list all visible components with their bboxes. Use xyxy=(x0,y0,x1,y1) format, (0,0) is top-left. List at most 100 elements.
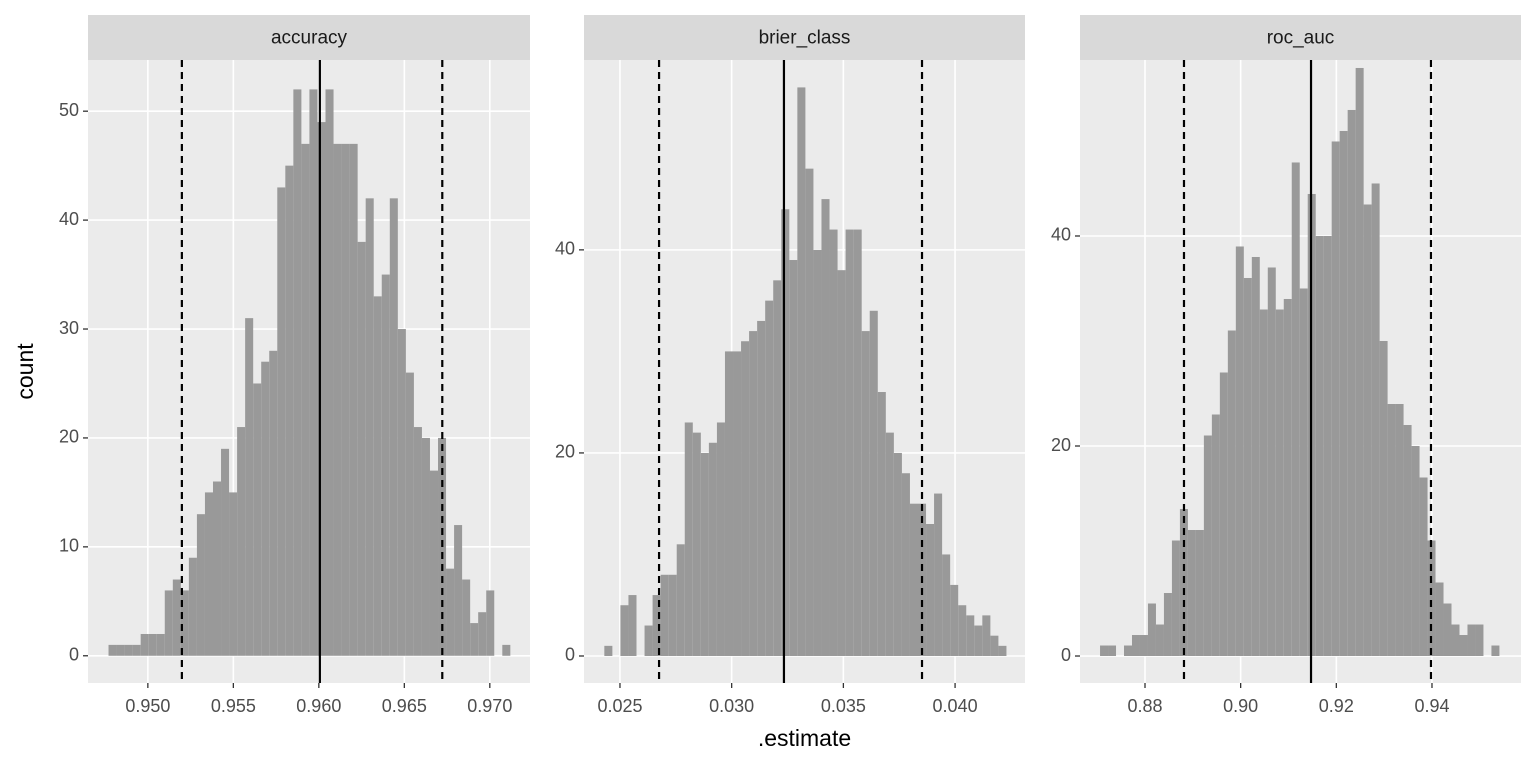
histogram-bar xyxy=(829,229,838,656)
histogram-bar xyxy=(365,198,374,656)
histogram-bar xyxy=(1147,603,1156,657)
y-axis-title: count xyxy=(12,343,38,400)
histogram-bar xyxy=(644,625,653,656)
strip xyxy=(1080,15,1521,60)
histogram-bar xyxy=(470,623,479,656)
histogram-bar xyxy=(349,143,358,656)
histogram-bar xyxy=(805,168,814,656)
y-tick-label: 40 xyxy=(555,239,575,259)
y-tick-label: 10 xyxy=(59,536,79,556)
histogram-bar xyxy=(845,229,854,656)
histogram-bar xyxy=(733,351,742,656)
x-axis-title: .estimate xyxy=(758,725,851,751)
histogram-bar xyxy=(942,554,951,656)
histogram-bar xyxy=(885,432,894,656)
histogram-bar xyxy=(341,143,350,656)
histogram-bar xyxy=(861,331,870,656)
x-tick-label: 0.035 xyxy=(821,696,866,716)
histogram-bar xyxy=(381,274,390,656)
histogram-bar xyxy=(180,590,189,656)
histogram-bar xyxy=(1451,624,1460,657)
histogram-bar xyxy=(1211,414,1220,657)
histogram-bar xyxy=(188,557,197,656)
histogram-bar xyxy=(172,579,181,656)
histogram-bar xyxy=(309,89,318,656)
histogram-bar xyxy=(1403,425,1412,657)
histogram-bar xyxy=(1371,183,1380,657)
histogram-bar xyxy=(628,595,637,656)
histogram-bar xyxy=(221,448,230,656)
histogram-bar xyxy=(1395,403,1404,657)
histogram-bar xyxy=(1291,162,1300,657)
histogram-bar xyxy=(652,595,661,656)
histogram-bar xyxy=(1435,582,1444,657)
histogram-bar xyxy=(1323,235,1332,657)
histogram-bar xyxy=(668,574,677,656)
histogram-bar xyxy=(950,584,959,656)
histogram-bar xyxy=(429,470,439,656)
histogram-bar xyxy=(1171,540,1180,657)
histogram-bar xyxy=(1227,330,1236,657)
histogram-bar xyxy=(1187,530,1196,657)
x-tick-label: 0.970 xyxy=(467,696,512,716)
histogram-bar xyxy=(749,331,758,656)
histogram-bar xyxy=(253,383,262,656)
histogram-bar xyxy=(212,481,222,656)
histogram-bar xyxy=(660,574,669,656)
histogram-bar xyxy=(1299,288,1308,657)
histogram-bar xyxy=(1108,645,1117,657)
x-tick-label: 0.965 xyxy=(382,696,427,716)
histogram-bar xyxy=(285,165,294,656)
histogram-bar xyxy=(1275,309,1284,657)
histogram-bar xyxy=(837,270,846,656)
x-tick-label: 0.955 xyxy=(211,696,256,716)
histogram-bar xyxy=(389,198,398,656)
facet-title: brier_class xyxy=(759,28,851,49)
histogram-bar xyxy=(974,625,983,656)
histogram-bar xyxy=(821,199,830,656)
x-tick-label: 0.90 xyxy=(1223,696,1258,716)
histogram-bar xyxy=(108,644,117,656)
histogram-bar xyxy=(700,452,709,656)
histogram-bar xyxy=(1355,67,1364,657)
histogram-bar xyxy=(676,544,685,656)
histogram-bar xyxy=(869,310,878,656)
histogram-bar xyxy=(966,615,975,656)
y-tick-label: 0 xyxy=(565,645,575,665)
histogram-bar xyxy=(1131,635,1140,657)
strip xyxy=(88,15,530,60)
histogram-bar xyxy=(229,492,238,656)
histogram-bar xyxy=(781,209,790,656)
histogram-bar xyxy=(797,87,806,656)
histogram-bar xyxy=(741,341,750,656)
histogram-bar xyxy=(1100,645,1109,657)
x-tick-label: 0.040 xyxy=(933,696,978,716)
strip xyxy=(584,15,1025,60)
x-tick-label: 0.94 xyxy=(1414,696,1449,716)
histogram-bar xyxy=(261,361,270,656)
histogram-bar xyxy=(757,320,766,656)
histogram-bar xyxy=(357,241,366,656)
histogram-bar xyxy=(116,644,125,656)
histogram-bar xyxy=(773,280,782,656)
x-tick-label: 0.950 xyxy=(125,696,170,716)
histogram-bar xyxy=(413,427,422,656)
histogram-bar xyxy=(1124,645,1132,657)
histogram-bar xyxy=(269,350,278,656)
histogram-bar xyxy=(1259,309,1268,657)
histogram-bar xyxy=(1419,477,1428,657)
histogram-bar xyxy=(1459,635,1468,657)
histogram-bar xyxy=(421,437,430,656)
histogram-bar xyxy=(1155,624,1164,657)
histogram-bar xyxy=(148,633,157,656)
facet-title: roc_auc xyxy=(1267,28,1335,49)
histogram-bar xyxy=(1339,130,1348,657)
histogram-bar xyxy=(1195,530,1204,657)
histogram-bar xyxy=(708,442,717,656)
histogram-bar xyxy=(901,473,910,656)
histogram-bar xyxy=(1363,204,1372,657)
histogram-bar xyxy=(990,635,999,656)
histogram-bar xyxy=(156,633,165,656)
